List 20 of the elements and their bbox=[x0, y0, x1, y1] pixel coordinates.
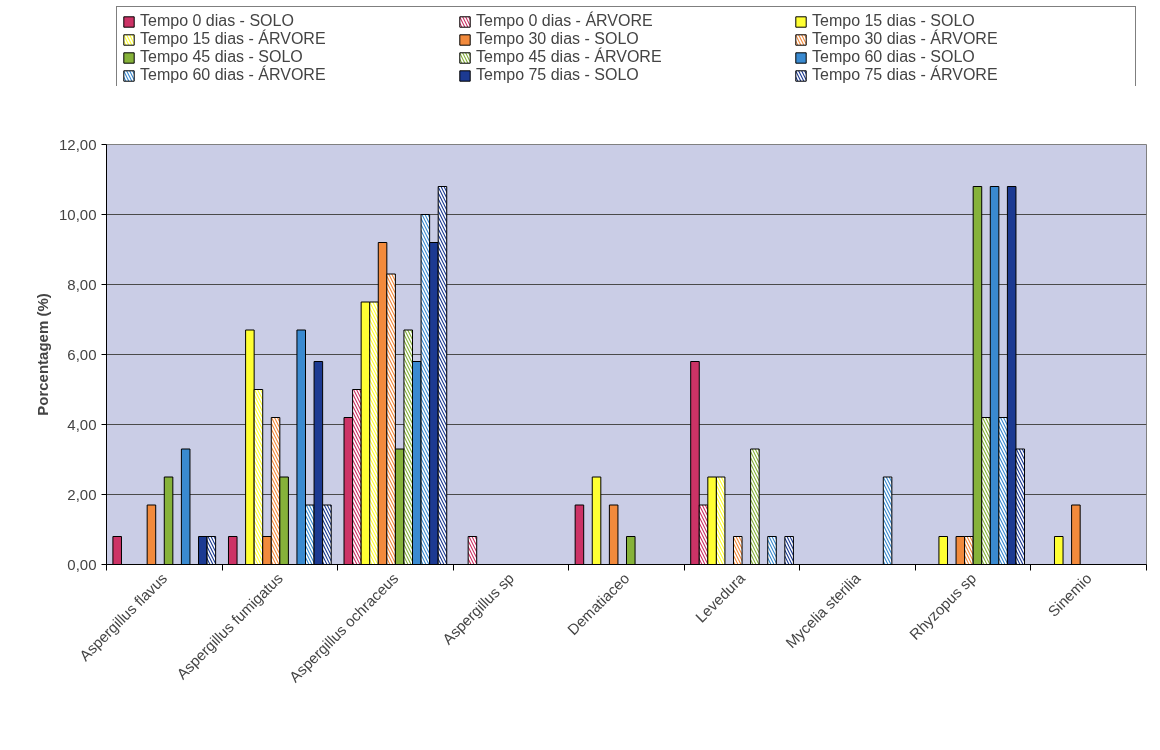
y-tick-label: 0,00 bbox=[67, 555, 97, 573]
legend-label: Tempo 0 dias - SOLO bbox=[140, 12, 295, 29]
legend-label: Tempo 30 dias - ÁRVORE bbox=[812, 30, 999, 48]
legend-label: Tempo 45 dias - SOLO bbox=[140, 48, 304, 65]
y-axis-title: Porcentagem (%) bbox=[33, 293, 51, 416]
legend-label: Tempo 30 dias - SOLO bbox=[476, 30, 640, 47]
legend-label: Tempo 15 dias - ÁRVORE bbox=[140, 30, 327, 48]
legend-label: Tempo 60 dias - ÁRVORE bbox=[140, 66, 327, 84]
y-tick-label: 10,00 bbox=[58, 205, 97, 223]
legend-label: Tempo 15 dias - SOLO bbox=[812, 12, 976, 29]
legend-label: Tempo 0 dias - ÁRVORE bbox=[476, 12, 654, 30]
y-tick-label: 2,00 bbox=[67, 485, 97, 503]
y-tick-label: 6,00 bbox=[67, 345, 97, 363]
y-tick-label: 8,00 bbox=[67, 275, 97, 293]
y-tick-label: 4,00 bbox=[67, 415, 97, 433]
legend-label: Tempo 45 dias - ÁRVORE bbox=[476, 48, 663, 66]
legend-label: Tempo 75 dias - SOLO bbox=[476, 66, 640, 84]
legend-label: Tempo 60 dias - SOLO bbox=[812, 48, 976, 65]
legend-label: Tempo 75 dias - ÁRVORE bbox=[812, 66, 999, 84]
y-tick-label: 12,00 bbox=[58, 135, 97, 153]
